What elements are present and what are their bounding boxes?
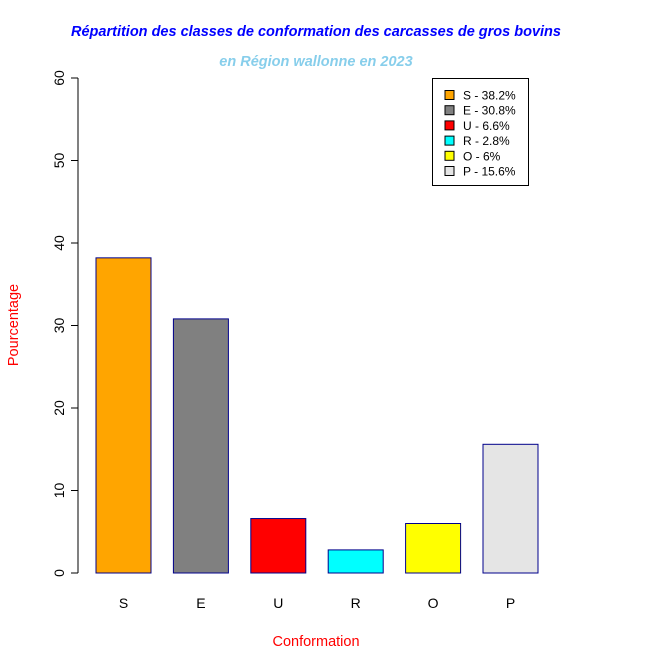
x-tick-label: E (196, 595, 205, 611)
bar-U (250, 518, 307, 574)
legend-swatch (444, 166, 455, 176)
legend-swatch (444, 105, 455, 116)
legend-entry: O - 6% (463, 149, 501, 163)
x-tick-label: U (273, 595, 283, 611)
legend-swatch (444, 120, 455, 131)
x-tick-label: R (351, 595, 361, 611)
y-tick-label: 50 (51, 153, 67, 169)
bar-O (405, 523, 462, 574)
bars (95, 257, 539, 574)
legend-swatch (444, 150, 455, 161)
legend: S - 38.2%E - 30.8%U - 6.6%R - 2.8%O - 6%… (432, 78, 529, 186)
bar-R (327, 549, 384, 574)
x-tick-label: O (428, 595, 439, 611)
x-axis-label: Conformation (272, 634, 359, 650)
bar-P (482, 443, 539, 574)
chart-subtitle: en Région wallonne en 2023 (219, 54, 412, 70)
y-axis: 0 10 20 30 40 50 60 (51, 70, 79, 577)
legend-entry: S - 38.2% (463, 89, 516, 103)
y-tick-label: 0 (51, 569, 67, 577)
y-tick-label: 40 (51, 235, 67, 251)
legend-entry: P - 15.6% (463, 165, 516, 179)
legend-entry: E - 30.8% (463, 104, 516, 118)
y-tick-label: 30 (51, 318, 67, 334)
y-axis-label: Pourcentage (6, 284, 22, 366)
bar-E (172, 318, 229, 574)
y-tick-label: 60 (51, 70, 67, 86)
legend-swatch (444, 90, 455, 100)
y-tick-label: 20 (51, 400, 67, 416)
x-tick-label: S (119, 595, 128, 611)
y-tick-label: 10 (51, 483, 67, 499)
legend-swatch (444, 135, 455, 146)
chart-title: Répartition des classes de conformation … (71, 24, 561, 40)
bar-S (95, 257, 152, 574)
legend-entry: U - 6.6% (463, 119, 510, 133)
legend-entry: R - 2.8% (463, 134, 510, 148)
x-tick-label: P (506, 595, 515, 611)
